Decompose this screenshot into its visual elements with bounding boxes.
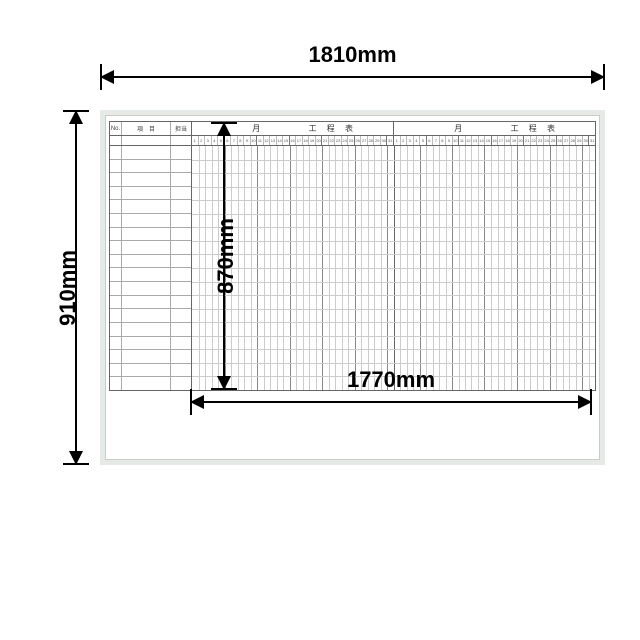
schedule-chart: No. 項 目 担当 月 工 程 表 月 工 程 表 1234567891 bbox=[109, 121, 596, 391]
table-row bbox=[110, 160, 191, 174]
grid-area bbox=[192, 146, 595, 390]
table-row bbox=[110, 377, 191, 390]
chart-daybar: 1234567891011121314151617181920212223242… bbox=[110, 136, 595, 146]
inner-width-label: 1770mm bbox=[347, 367, 435, 393]
table-row bbox=[110, 282, 191, 296]
table-row bbox=[110, 241, 191, 255]
table-row bbox=[110, 309, 191, 323]
outer-width-dimension: 1810mm bbox=[100, 70, 605, 110]
table-row bbox=[110, 187, 191, 201]
month-label-1: 月 bbox=[252, 123, 262, 134]
table-row bbox=[110, 200, 191, 214]
table-row bbox=[110, 364, 191, 378]
day-cell: 31 bbox=[589, 136, 595, 145]
table-row bbox=[110, 337, 191, 351]
inner-height-dimension: 870mm bbox=[203, 122, 217, 390]
table-row bbox=[110, 296, 191, 310]
whiteboard-frame: No. 項 目 担当 月 工 程 表 月 工 程 表 1234567891 bbox=[100, 110, 605, 465]
table-row bbox=[110, 228, 191, 242]
arrow-vertical-icon bbox=[69, 110, 83, 465]
table-row bbox=[110, 173, 191, 187]
header-col-person: 担当 bbox=[171, 122, 191, 135]
table-row bbox=[110, 146, 191, 160]
table-row bbox=[110, 323, 191, 337]
arrow-horizontal-icon bbox=[190, 395, 592, 409]
table-row bbox=[110, 350, 191, 364]
outer-height-dimension: 910mm bbox=[55, 110, 95, 465]
row-labels-column bbox=[110, 146, 192, 390]
table-row bbox=[110, 255, 191, 269]
schedule-label-1: 工 程 表 bbox=[309, 123, 357, 134]
month-label-2: 月 bbox=[454, 123, 464, 134]
schedule-label-2: 工 程 表 bbox=[511, 123, 559, 134]
outer-width-label: 1810mm bbox=[308, 42, 396, 68]
table-row bbox=[110, 268, 191, 282]
header-col-item: 項 目 bbox=[122, 122, 171, 135]
arrow-vertical-icon bbox=[217, 122, 231, 390]
arrow-horizontal-icon bbox=[100, 70, 605, 84]
header-col-no: No. bbox=[110, 122, 122, 135]
days-month-2: 1234567891011121314151617181920212223242… bbox=[393, 136, 595, 145]
header-month-2: 月 工 程 表 bbox=[393, 122, 595, 135]
header-left-columns: No. 項 目 担当 bbox=[110, 122, 192, 135]
chart-body bbox=[110, 146, 595, 390]
chart-header: No. 項 目 担当 月 工 程 表 月 工 程 表 bbox=[110, 122, 595, 136]
inner-width-dimension: 1770mm bbox=[190, 395, 592, 409]
table-row bbox=[110, 214, 191, 228]
